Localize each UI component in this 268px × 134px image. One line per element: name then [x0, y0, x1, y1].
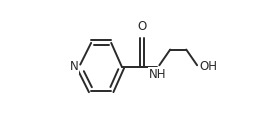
Text: O: O — [137, 21, 147, 34]
Text: N: N — [70, 60, 78, 74]
Text: NH: NH — [149, 68, 167, 81]
Text: OH: OH — [199, 60, 217, 74]
